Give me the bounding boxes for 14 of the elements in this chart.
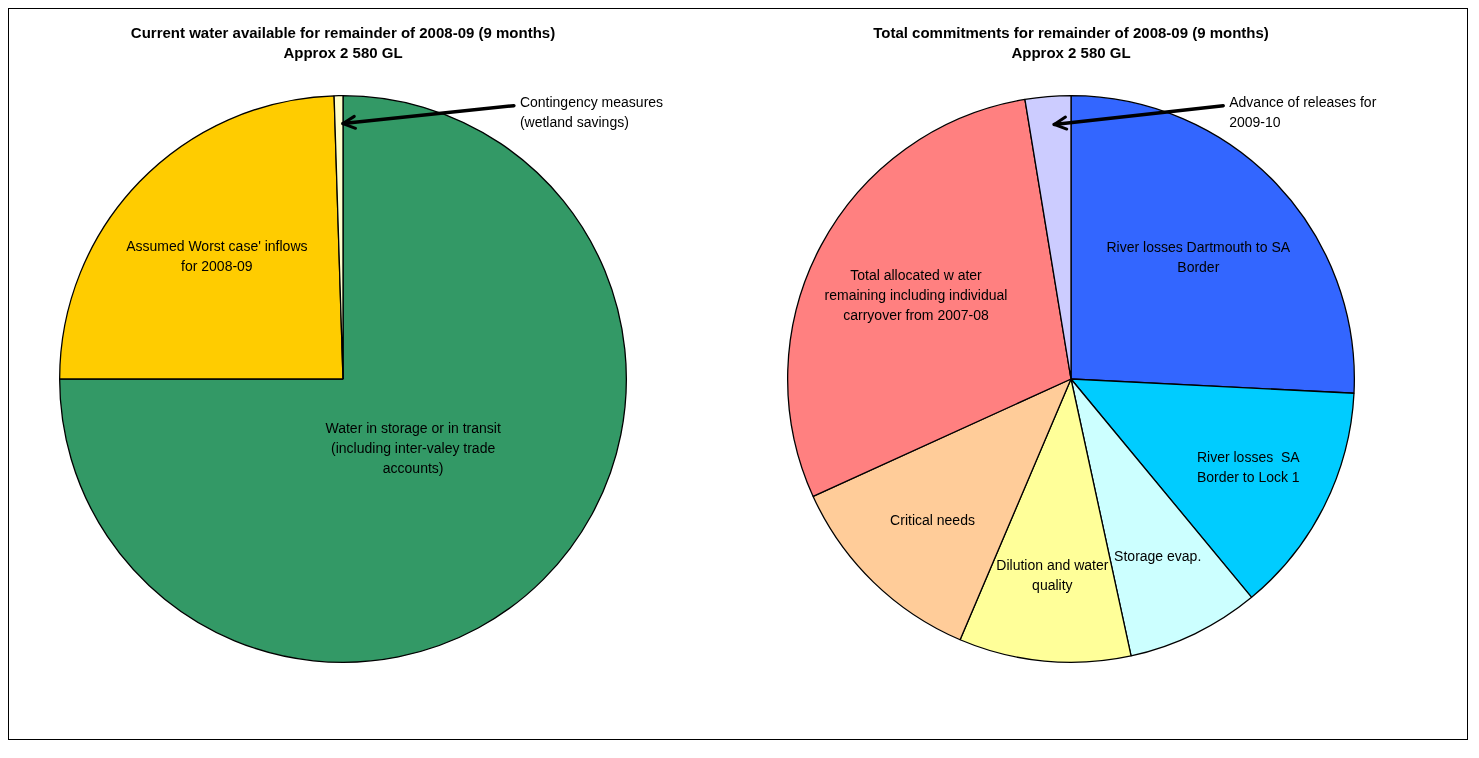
slice-label: Critical needs [890, 511, 975, 528]
slice-label: Contingency measures (wetland savings) [519, 93, 664, 130]
slice-label: River losses Dartmouth to SA Border [1106, 238, 1291, 275]
slice-label: Water in storage or in transit (including inter-valey trade accounts) [325, 419, 501, 476]
chart-subtitle: Approx 2 580 GL [1011, 44, 1131, 62]
slice-label: Storage evap. [1114, 548, 1202, 565]
chart-subtitle: Approx 2 580 GL [283, 44, 403, 62]
slice-label: Assumed Worst case' inflows for 2008-09 [126, 237, 308, 274]
slice-label: Total allocated w ater remaining including individual carryover from 2007-08 [824, 267, 1008, 324]
slice-label: River losses SA Border to Lock 1 [1196, 448, 1301, 485]
chart-title: Total commitments for remainder of 2008-09 (9 months) [873, 24, 1269, 42]
slice-label: Dilution and water quality [996, 557, 1109, 594]
slice-label: Advance of releases for 2009-10 [1229, 93, 1377, 130]
chart-title: Current water available for remainder of 2008-09 (9 months) [130, 24, 556, 42]
